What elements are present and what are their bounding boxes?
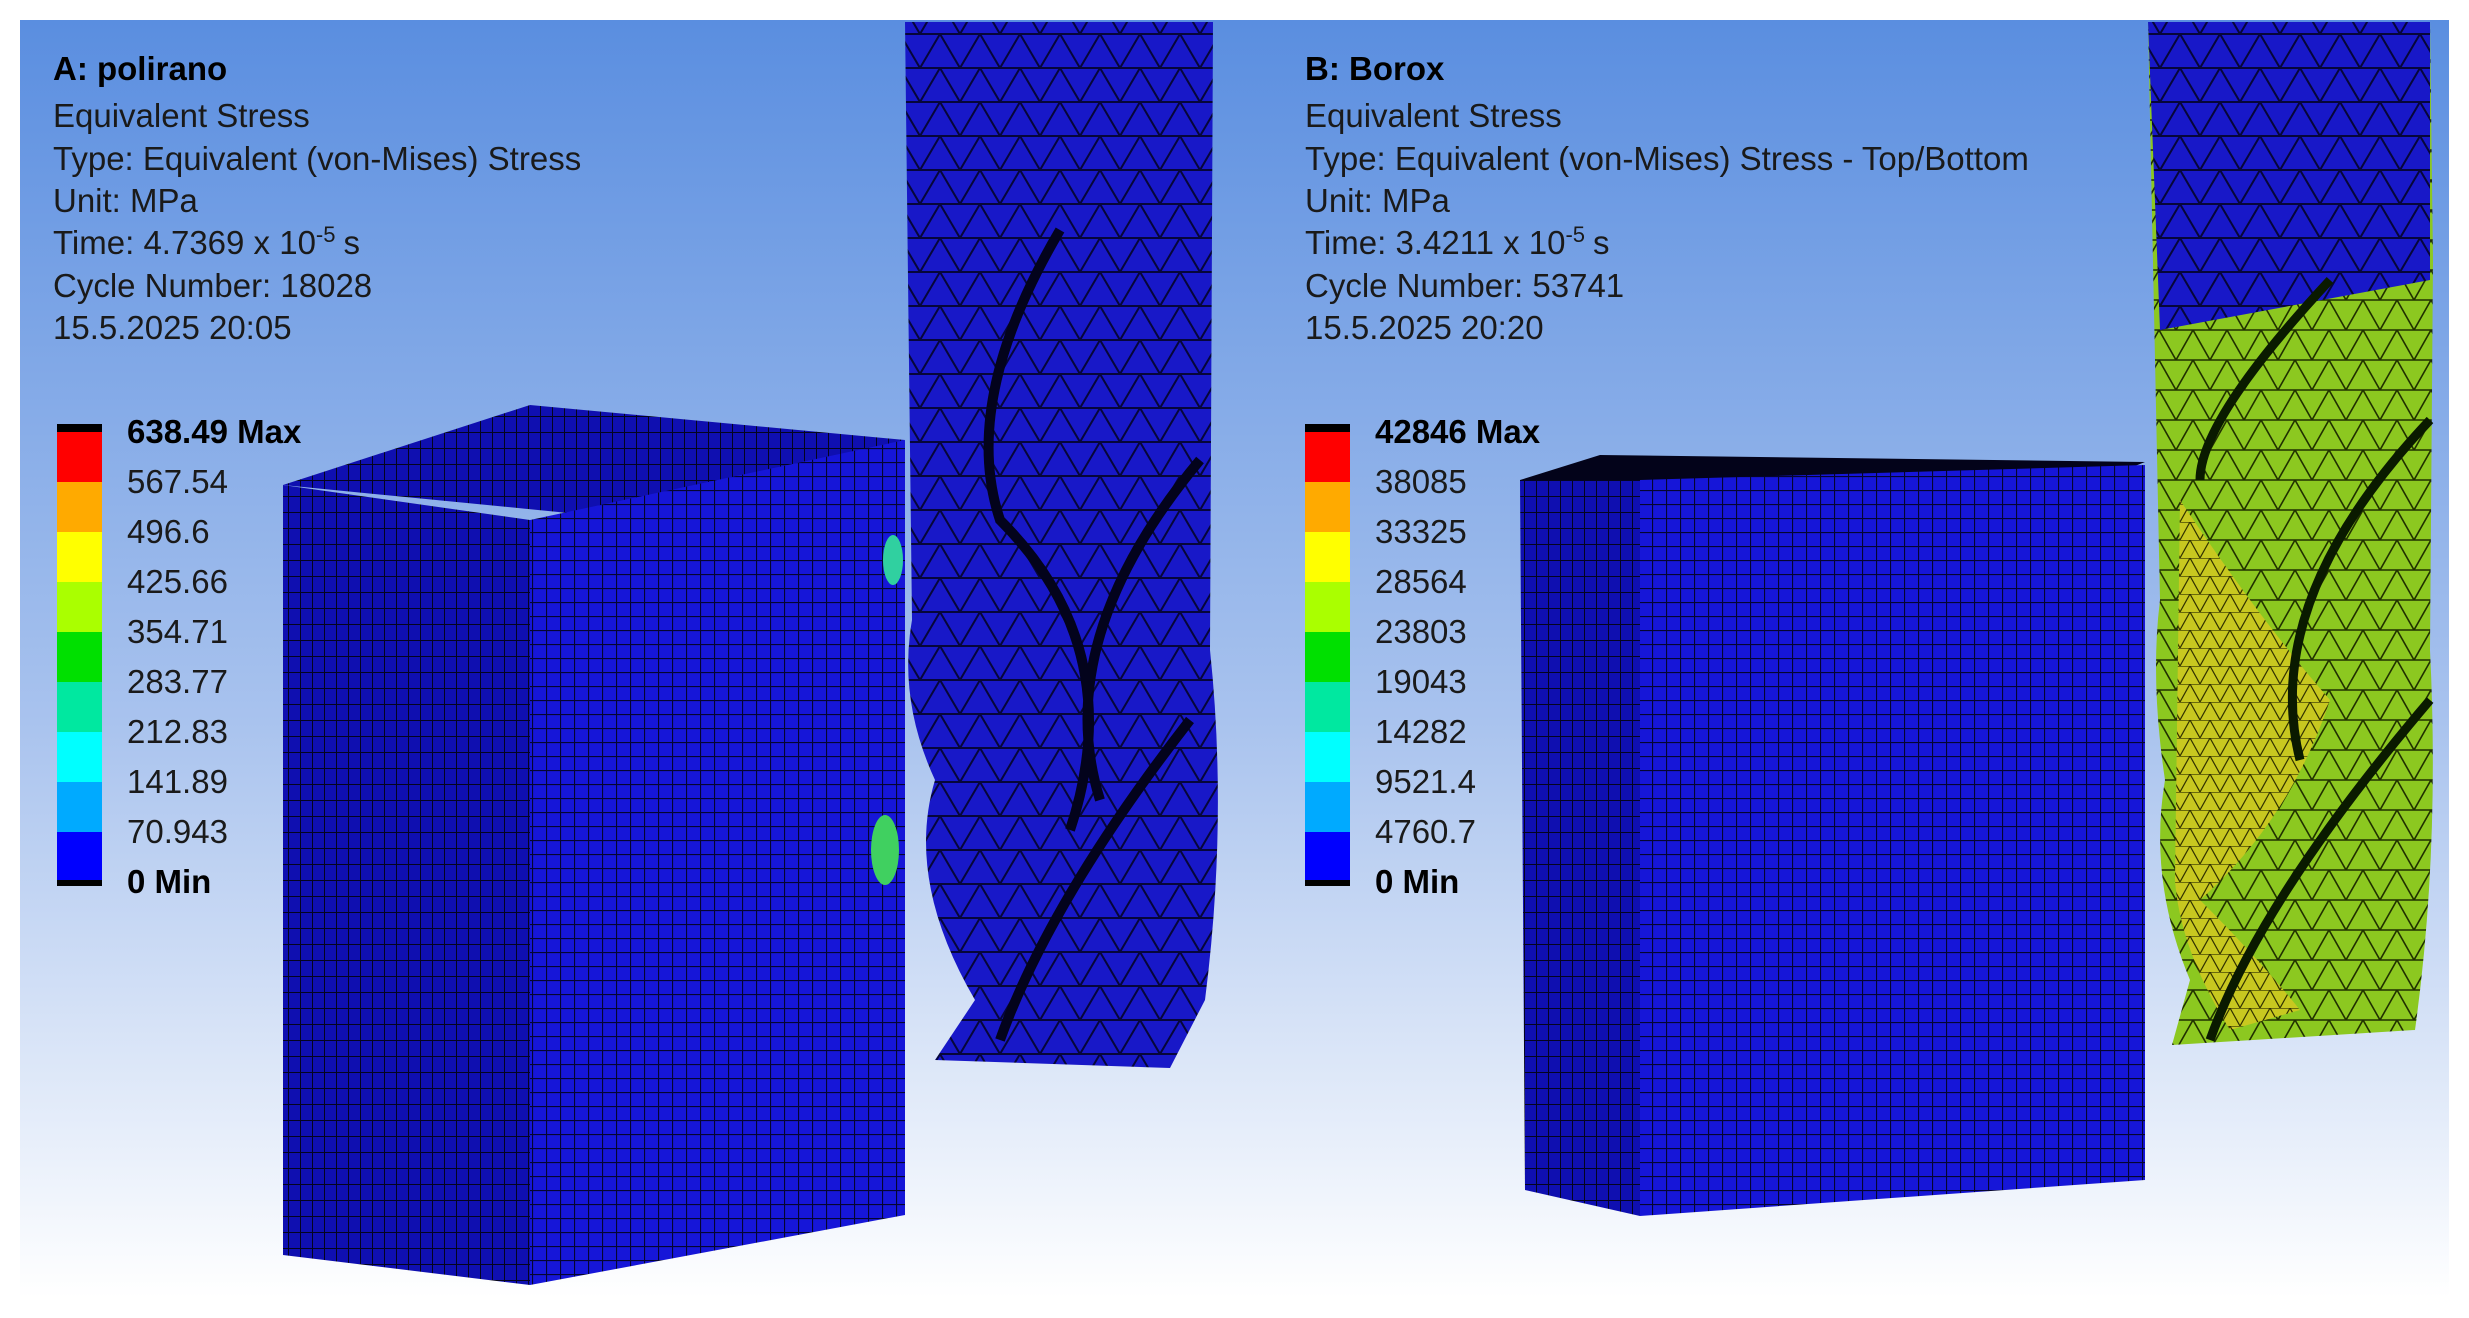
legend-band xyxy=(57,782,102,832)
tool-b xyxy=(2148,22,2434,1045)
legend-max-strip xyxy=(57,424,102,434)
legend-label: 23803 xyxy=(1375,613,1467,650)
legends: 638.49 Max 567.54 496.6 425.66 354.71 283.77 2… xyxy=(57,413,1541,900)
legend-label: 283.77 xyxy=(127,663,228,700)
legend-label: 425.66 xyxy=(127,563,228,600)
stress-spot xyxy=(883,535,903,585)
time-exponent: -5 xyxy=(316,222,336,247)
result-type: Type: Equivalent (von-Mises) Stress - To… xyxy=(1305,140,2029,177)
legend-label: 212.83 xyxy=(127,713,228,750)
legend-label: 496.6 xyxy=(127,513,210,550)
time-exponent: -5 xyxy=(1565,222,1585,247)
legend-label: 141.89 xyxy=(127,763,228,800)
legend-max-strip xyxy=(1305,424,1350,434)
legend-label: 14282 xyxy=(1375,713,1467,750)
legend-band xyxy=(57,632,102,682)
legend-label: 0 Min xyxy=(127,863,211,900)
time-text: Time: 4.7369 x 10 xyxy=(53,224,316,261)
legend-label: 638.49 Max xyxy=(127,413,302,450)
legend-min-strip xyxy=(57,880,102,886)
color-legend: 638.49 Max 567.54 496.6 425.66 354.71 283.77 2… xyxy=(57,413,302,900)
time-unit: s xyxy=(1593,224,1610,261)
block-top xyxy=(283,405,905,520)
legend-label: 33325 xyxy=(1375,513,1467,550)
cycle-number: Cycle Number: 53741 xyxy=(1305,267,1624,304)
legend-label: 19043 xyxy=(1375,663,1467,700)
tool-a xyxy=(905,22,1218,1068)
legend-label: 9521.4 xyxy=(1375,763,1476,800)
legend-min-strip xyxy=(1305,880,1350,886)
result-type: Type: Equivalent (von-Mises) Stress xyxy=(53,140,581,177)
panel-title: A: polirano xyxy=(53,50,227,87)
time: Time: 4.7369 x 10-5 s xyxy=(53,222,360,261)
legend-band xyxy=(57,582,102,632)
legend-label: 4760.7 xyxy=(1375,813,1476,850)
legend-band xyxy=(1305,432,1350,482)
time-unit: s xyxy=(343,224,360,261)
panel-a-info: A: polirano Equivalent Stress Type: Equi… xyxy=(53,50,581,346)
legend-band xyxy=(1305,532,1350,582)
legend-band xyxy=(57,482,102,532)
date: 15.5.2025 20:20 xyxy=(1305,309,1544,346)
result-name: Equivalent Stress xyxy=(1305,97,1562,134)
legend-band xyxy=(57,432,102,482)
stress-spot xyxy=(871,815,899,885)
legend-label: 567.54 xyxy=(127,463,228,500)
block-side xyxy=(1520,480,1640,1216)
time: Time: 3.4211 x 10-5 s xyxy=(1305,222,1610,261)
block-front xyxy=(1640,465,2145,1216)
legend-label: 28564 xyxy=(1375,563,1467,600)
date: 15.5.2025 20:05 xyxy=(53,309,292,346)
legend-label: 38085 xyxy=(1375,463,1467,500)
panel-b-info: B: Borox Equivalent Stress Type: Equival… xyxy=(1305,50,2029,346)
legend-band xyxy=(1305,482,1350,532)
legend-band xyxy=(1305,782,1350,832)
unit: Unit: MPa xyxy=(53,182,199,219)
workpiece-b xyxy=(1520,455,2145,1216)
legend-label: 354.71 xyxy=(127,613,228,650)
legend-label: 0 Min xyxy=(1375,863,1459,900)
legend-band xyxy=(1305,832,1350,882)
legend-band xyxy=(57,832,102,882)
unit: Unit: MPa xyxy=(1305,182,1451,219)
cycle-number: Cycle Number: 18028 xyxy=(53,267,372,304)
workpiece-a xyxy=(283,405,905,1285)
legend-band xyxy=(1305,632,1350,682)
legend-band xyxy=(57,682,102,732)
legend-band xyxy=(57,732,102,782)
legend-band xyxy=(57,532,102,582)
legend-band xyxy=(1305,732,1350,782)
panel-title: B: Borox xyxy=(1305,50,1445,87)
legend-label: 70.943 xyxy=(127,813,228,850)
legend-band xyxy=(1305,582,1350,632)
legend-label: 42846 Max xyxy=(1375,413,1541,450)
result-name: Equivalent Stress xyxy=(53,97,310,134)
color-legend: 42846 Max 38085 33325 28564 23803 19043 14282 9… xyxy=(1305,413,1541,900)
time-text: Time: 3.4211 x 10 xyxy=(1305,224,1565,261)
block-side xyxy=(283,485,530,1285)
legend-band xyxy=(1305,682,1350,732)
block-front xyxy=(530,440,905,1285)
